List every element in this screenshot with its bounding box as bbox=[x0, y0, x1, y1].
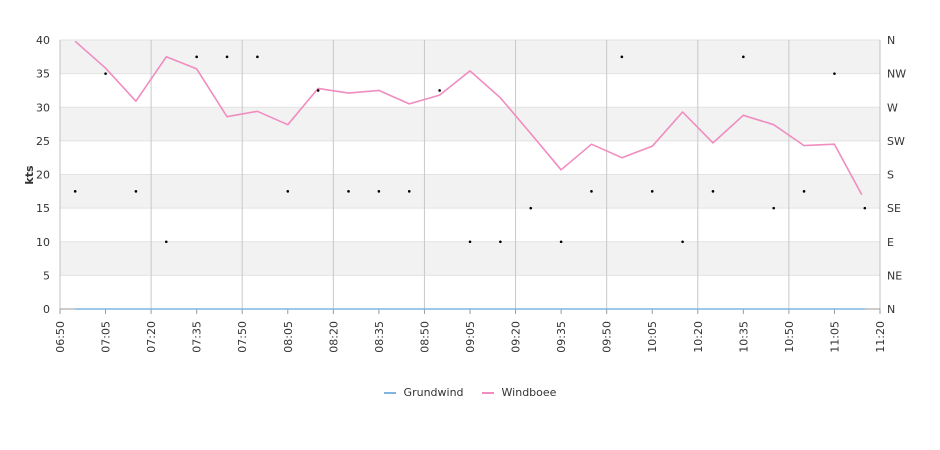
direction-dot bbox=[134, 190, 138, 193]
direction-dot bbox=[195, 55, 198, 59]
x-tick-label: 10:20 bbox=[692, 321, 705, 353]
x-tick-label: 09:20 bbox=[510, 321, 523, 353]
direction-dot bbox=[377, 190, 381, 193]
right-tick-label: E bbox=[887, 236, 894, 249]
x-tick-label: 08:20 bbox=[327, 321, 340, 353]
y-tick-label: 30 bbox=[36, 101, 50, 114]
direction-dot bbox=[225, 55, 229, 59]
direction-dot bbox=[772, 206, 776, 210]
y-tick-label: 20 bbox=[36, 169, 50, 182]
right-tick-label: NW bbox=[887, 68, 906, 81]
direction-dot bbox=[681, 240, 684, 244]
right-tick-label: W bbox=[887, 101, 898, 114]
right-tick-label: S bbox=[887, 169, 894, 182]
y-tick-label: 40 bbox=[36, 34, 50, 47]
direction-dot bbox=[590, 190, 593, 193]
direction-dot bbox=[833, 72, 836, 75]
x-tick-label: 10:05 bbox=[646, 321, 659, 353]
x-tick-label: 06:50 bbox=[54, 321, 67, 353]
x-tick-label: 08:35 bbox=[373, 321, 386, 353]
grid-band bbox=[60, 241, 880, 276]
legend-swatch-windboee bbox=[481, 391, 494, 394]
chart-svg: 0 N 5 NE 10 E 15 SE 20 S 25 SW 30 W 35 NW 40 N 06:50 07:05 0… bbox=[23, 34, 906, 353]
y-tick-label: 0 bbox=[43, 303, 50, 316]
y-tick-label: 5 bbox=[43, 269, 50, 282]
x-tick-label: 09:50 bbox=[601, 321, 614, 353]
right-tick-label: SW bbox=[887, 135, 905, 148]
x-tick-label: 07:05 bbox=[100, 321, 113, 353]
direction-dot bbox=[711, 190, 715, 193]
direction-dot bbox=[438, 89, 441, 92]
axes: 0 N 5 NE 10 E 15 SE 20 S 25 SW 30 W 35 NW 40 N 06:50 07:05 0… bbox=[36, 34, 906, 353]
x-tick-label: 11:20 bbox=[874, 321, 887, 353]
x-tick-label: 07:35 bbox=[191, 321, 204, 353]
right-tick-label: NE bbox=[887, 269, 902, 282]
direction-dot bbox=[286, 190, 290, 193]
series-lines bbox=[74, 40, 865, 310]
x-tick-label: 11:05 bbox=[828, 321, 841, 353]
direction-dot bbox=[499, 240, 502, 244]
direction-dot bbox=[863, 206, 867, 210]
grid-band bbox=[60, 174, 880, 209]
direction-dot bbox=[104, 72, 107, 75]
x-tick-label: 08:50 bbox=[418, 321, 431, 353]
direction-dot bbox=[802, 190, 806, 193]
y-tick-label: 25 bbox=[36, 135, 50, 148]
direction-dot bbox=[256, 55, 259, 59]
right-tick-label: SE bbox=[887, 202, 901, 215]
y-axis-label: kts bbox=[23, 165, 36, 185]
x-tick-label: 10:35 bbox=[737, 321, 750, 353]
direction-dot bbox=[73, 190, 77, 193]
grid-band bbox=[60, 107, 880, 141]
direction-dot bbox=[468, 240, 472, 244]
direction-dot bbox=[164, 240, 168, 244]
legend-label-windboee: Windboee bbox=[501, 386, 557, 399]
legend-item-grundwind[interactable]: Grundwind bbox=[383, 386, 464, 399]
direction-dot bbox=[407, 190, 411, 193]
direction-dot bbox=[742, 55, 745, 59]
legend-label-grundwind: Grundwind bbox=[403, 386, 464, 399]
right-tick-label: N bbox=[887, 34, 895, 47]
direction-dot bbox=[620, 55, 624, 59]
x-tick-label: 07:50 bbox=[236, 321, 249, 353]
y-tick-label: 35 bbox=[36, 68, 50, 81]
direction-dot bbox=[529, 206, 533, 210]
legend: Grundwind Windboee bbox=[0, 386, 940, 399]
x-tick-label: 10:50 bbox=[783, 321, 796, 353]
grid-band bbox=[60, 40, 880, 74]
x-tick-label: 08:05 bbox=[282, 321, 295, 353]
x-tick-label: 07:20 bbox=[145, 321, 158, 353]
right-tick-label: N bbox=[887, 303, 895, 316]
legend-item-windboee[interactable]: Windboee bbox=[481, 386, 557, 399]
series-line-windboee bbox=[74, 40, 863, 196]
gridlines bbox=[59, 39, 881, 310]
legend-swatch-grundwind bbox=[383, 391, 396, 394]
direction-dot bbox=[559, 240, 563, 244]
direction-dot bbox=[650, 190, 654, 193]
x-tick-label: 09:35 bbox=[555, 321, 568, 353]
y-tick-label: 10 bbox=[36, 236, 50, 249]
direction-dot bbox=[347, 190, 350, 193]
direction-dot bbox=[316, 89, 320, 92]
y-tick-label: 15 bbox=[36, 202, 50, 215]
x-tick-label: 09:05 bbox=[464, 321, 477, 353]
direction-dots bbox=[73, 55, 867, 244]
background-bands bbox=[60, 40, 880, 276]
